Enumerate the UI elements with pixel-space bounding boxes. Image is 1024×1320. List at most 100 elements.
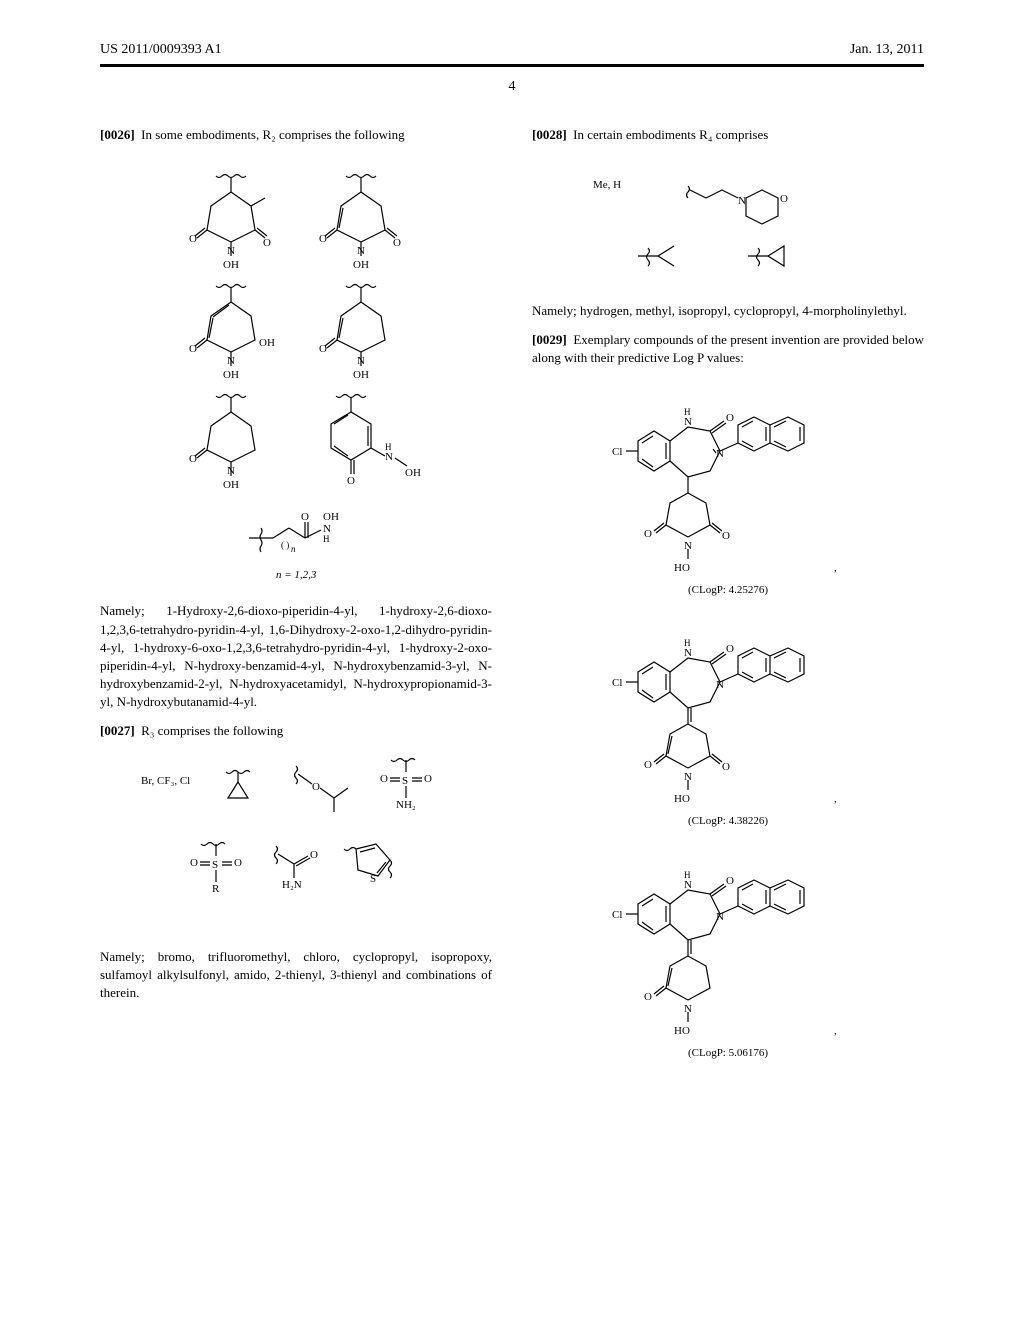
para-text: Exemplary compounds of the present inven… — [532, 332, 924, 365]
para-number: [0027] — [100, 723, 135, 738]
svg-text:HO: HO — [674, 793, 690, 805]
para-text: In some embodiments, R₂ comprises the fo… — [141, 127, 404, 142]
publication-date: Jan. 13, 2011 — [850, 40, 924, 60]
svg-text:Cl: Cl — [612, 446, 622, 458]
compound1-svg: Cl N H O N — [598, 381, 858, 581]
para-number: [0029] — [532, 332, 567, 347]
svg-text:N: N — [385, 451, 393, 463]
svg-text:N: N — [684, 879, 692, 891]
svg-text:OH: OH — [353, 369, 369, 381]
svg-text:NH₂: NH₂ — [396, 799, 416, 811]
compound3-figure: Cl N H O N — [532, 844, 924, 1061]
r3-namely-text: Namely; bromo, trifluoromethyl, chloro, … — [100, 948, 492, 1003]
svg-text:H: H — [323, 534, 330, 544]
svg-text:,: , — [834, 1025, 837, 1037]
svg-text:O: O — [726, 643, 734, 655]
svg-text:O: O — [189, 343, 197, 355]
svg-text:HO: HO — [674, 1025, 690, 1037]
para-text: In certain embodiments R₄ comprises — [573, 127, 768, 142]
svg-text:,: , — [834, 562, 837, 574]
compound1-figure: Cl N H O N — [532, 381, 924, 598]
para-0028: [0028] In certain embodiments R₄ compris… — [532, 126, 924, 144]
svg-text:,: , — [834, 793, 837, 805]
svg-text:O: O — [424, 773, 432, 785]
svg-text:OH: OH — [405, 467, 421, 479]
compound3-svg: Cl N H O N — [598, 844, 858, 1044]
compound2-figure: Cl N H O N — [532, 612, 924, 829]
svg-text:O: O — [726, 875, 734, 887]
header-top-row: US 2011/0009393 A1 Jan. 13, 2011 — [100, 40, 924, 60]
para-number: [0026] — [100, 127, 135, 142]
para-text: R₃ comprises the following — [141, 723, 283, 738]
svg-text:O: O — [189, 453, 197, 465]
svg-text:OH: OH — [223, 369, 239, 381]
svg-text:O: O — [190, 857, 198, 869]
compound3-clogp: (CLogP: 5.06176) — [532, 1046, 924, 1061]
svg-text:O: O — [644, 528, 652, 540]
svg-text:O: O — [310, 849, 318, 861]
svg-text:HO: HO — [674, 562, 690, 574]
svg-text:OH: OH — [353, 259, 369, 271]
right-column: [0028] In certain embodiments R₄ compris… — [532, 126, 924, 1075]
svg-text:Cl: Cl — [612, 909, 622, 921]
para-0027: [0027] R₃ comprises the following — [100, 722, 492, 740]
n-caption: n = 1,2,3 — [276, 569, 317, 581]
svg-text:H: H — [684, 638, 691, 648]
svg-text:H: H — [684, 870, 691, 880]
svg-text:O: O — [393, 237, 401, 249]
publication-number: US 2011/0009393 A1 — [100, 40, 222, 60]
header-rule — [100, 64, 924, 67]
svg-text:H₂N: H₂N — [282, 879, 302, 891]
patent-page: US 2011/0009393 A1 Jan. 13, 2011 4 [0026… — [0, 0, 1024, 1105]
r4-left-label: Me, H — [593, 179, 621, 191]
para-0029: [0029] Exemplary compounds of the presen… — [532, 331, 924, 367]
compound2-svg: Cl N H O N — [598, 612, 858, 812]
r3-structures-figure: Br, CF₃, Cl O — [100, 754, 492, 934]
r3-svg: Br, CF₃, Cl O — [136, 754, 456, 934]
svg-text:O: O — [644, 991, 652, 1003]
svg-text:O: O — [312, 781, 320, 793]
para-number: [0028] — [532, 127, 567, 142]
svg-text:OH: OH — [259, 337, 275, 349]
svg-text:O: O — [726, 412, 734, 424]
svg-text:N: N — [738, 195, 746, 207]
r4-namely-text: Namely; hydrogen, methyl, isopropyl, cyc… — [532, 302, 924, 320]
para-0026: [0026] In some embodiments, R₂ comprises… — [100, 126, 492, 144]
two-column-layout: [0026] In some embodiments, R₂ comprises… — [100, 126, 924, 1075]
svg-text:O: O — [780, 193, 788, 205]
svg-text:O: O — [319, 343, 327, 355]
svg-text:O: O — [347, 475, 355, 487]
r2-svg: O N OH O O N — [146, 158, 446, 588]
r2-namely-text: Namely; 1-Hydroxy-2,6-dioxo-piperidin-4-… — [100, 602, 492, 711]
svg-text:n: n — [291, 544, 296, 554]
svg-text:N: N — [684, 416, 692, 428]
compound1-clogp: (CLogP: 4.25276) — [532, 583, 924, 598]
svg-text:O: O — [644, 759, 652, 771]
svg-text:S: S — [402, 775, 408, 787]
svg-text:O: O — [234, 857, 242, 869]
svg-text:S: S — [212, 859, 218, 871]
compound2-clogp: (CLogP: 4.38226) — [532, 814, 924, 829]
svg-text:H: H — [385, 442, 392, 452]
svg-text:S: S — [370, 873, 376, 885]
svg-text:OH: OH — [223, 479, 239, 491]
svg-text:N: N — [684, 647, 692, 659]
page-header: US 2011/0009393 A1 Jan. 13, 2011 4 — [100, 40, 924, 96]
svg-text:H: H — [684, 407, 691, 417]
left-column: [0026] In some embodiments, R₂ comprises… — [100, 126, 492, 1075]
r4-structures-figure: Me, H N O — [532, 158, 924, 288]
svg-text:( ): ( ) — [281, 540, 289, 550]
svg-text:O: O — [189, 233, 197, 245]
page-number: 4 — [100, 77, 924, 97]
svg-text:O: O — [722, 761, 730, 773]
svg-text:O: O — [319, 233, 327, 245]
svg-text:R: R — [212, 883, 220, 895]
r2-structures-figure: O N OH O O N — [100, 158, 492, 588]
svg-text:OH: OH — [223, 259, 239, 271]
svg-text:O: O — [263, 237, 271, 249]
svg-text:O: O — [301, 511, 309, 523]
r3-left-label: Br, CF₃, Cl — [141, 775, 190, 787]
svg-text:Cl: Cl — [612, 677, 622, 689]
svg-text:O: O — [722, 530, 730, 542]
svg-text:O: O — [380, 773, 388, 785]
